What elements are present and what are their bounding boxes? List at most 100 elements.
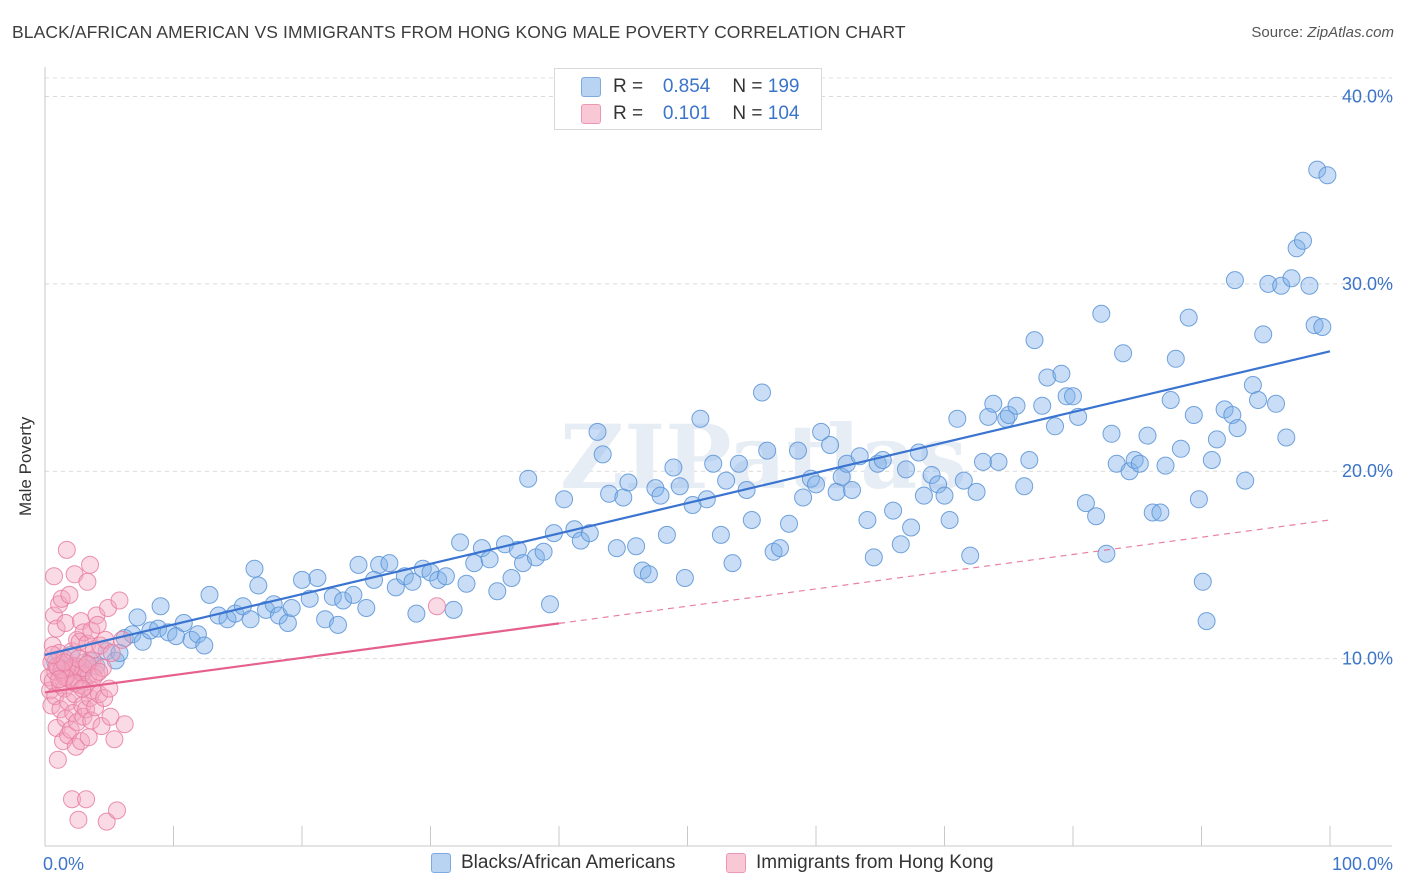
n-label: N = bbox=[732, 76, 768, 97]
point-blacks bbox=[249, 576, 268, 595]
point-blacks bbox=[151, 597, 170, 616]
point-blacks bbox=[742, 511, 761, 529]
point-blacks bbox=[858, 511, 877, 529]
point-blacks bbox=[110, 644, 129, 662]
point-blacks bbox=[914, 486, 933, 505]
point-hongkong bbox=[66, 737, 85, 756]
point-blacks bbox=[1282, 269, 1301, 288]
point-blacks bbox=[794, 488, 813, 507]
point-hongkong bbox=[78, 572, 97, 591]
point-blacks bbox=[989, 452, 1008, 471]
point-blacks bbox=[935, 486, 954, 505]
point-hongkong bbox=[427, 597, 446, 616]
point-blacks bbox=[323, 587, 342, 606]
point-blacks bbox=[541, 595, 559, 614]
x-tick-label: 0.0% bbox=[43, 854, 84, 874]
point-blacks bbox=[974, 452, 992, 471]
legend-item-hongkong[interactable]: Immigrants from Hong Kong bbox=[726, 852, 994, 874]
point-blacks bbox=[245, 559, 264, 578]
point-blacks bbox=[1287, 239, 1306, 258]
point-blacks bbox=[1120, 462, 1139, 481]
point-blacks bbox=[1249, 391, 1267, 409]
source-label: Source: bbox=[1251, 24, 1304, 41]
point-hongkong bbox=[108, 801, 126, 820]
point-blacks bbox=[1125, 451, 1144, 469]
point-hongkong bbox=[95, 689, 114, 707]
point-hongkong bbox=[81, 689, 99, 707]
point-blacks bbox=[1020, 451, 1039, 469]
point-blacks bbox=[984, 394, 1003, 413]
point-hongkong bbox=[102, 644, 121, 662]
point-blacks bbox=[780, 514, 798, 533]
point-blacks bbox=[1015, 477, 1034, 496]
trend-line-hongkong-dashed bbox=[558, 519, 1331, 624]
point-blacks bbox=[1151, 503, 1170, 522]
point-blacks bbox=[729, 454, 748, 473]
point-blacks bbox=[1025, 331, 1044, 350]
point-blacks bbox=[436, 567, 455, 586]
point-blacks bbox=[999, 406, 1018, 424]
point-blacks bbox=[502, 569, 521, 587]
point-blacks bbox=[1193, 572, 1212, 591]
point-blacks bbox=[753, 383, 771, 402]
point-blacks bbox=[457, 574, 476, 593]
point-blacks bbox=[195, 636, 214, 655]
point-blacks bbox=[329, 615, 347, 634]
point-blacks bbox=[488, 582, 507, 601]
legend-label-hongkong: Immigrants from Hong Kong bbox=[756, 852, 994, 873]
point-blacks bbox=[758, 441, 777, 460]
point-hongkong bbox=[81, 555, 99, 574]
point-blacks bbox=[897, 460, 915, 479]
point-blacks bbox=[357, 599, 376, 617]
point-hongkong bbox=[69, 810, 88, 829]
point-hongkong bbox=[115, 715, 134, 734]
point-hongkong bbox=[56, 614, 75, 632]
chart-source: Source: ZipAtlas.com bbox=[1251, 24, 1394, 41]
point-blacks bbox=[639, 565, 658, 584]
r-value-blacks: 0.854 bbox=[662, 76, 711, 97]
point-blacks bbox=[1038, 368, 1057, 387]
point-blacks bbox=[593, 445, 612, 464]
r-label: R = bbox=[613, 103, 649, 124]
point-hongkong bbox=[90, 662, 108, 681]
point-blacks bbox=[1052, 364, 1071, 383]
point-blacks bbox=[1114, 344, 1133, 363]
legend-item-blacks[interactable]: Blacks/African Americans bbox=[431, 852, 675, 874]
point-blacks bbox=[711, 525, 730, 544]
point-blacks bbox=[884, 501, 903, 520]
point-blacks bbox=[1313, 318, 1332, 336]
point-blacks bbox=[1007, 396, 1026, 415]
point-blacks bbox=[480, 550, 499, 569]
r-label: R = bbox=[613, 76, 649, 97]
point-blacks bbox=[614, 488, 633, 507]
point-blacks bbox=[789, 441, 807, 460]
y-tick-label: 10.0% bbox=[1342, 649, 1393, 669]
point-blacks bbox=[334, 591, 353, 610]
point-blacks bbox=[1294, 231, 1312, 250]
point-blacks bbox=[188, 625, 207, 644]
point-hongkong bbox=[110, 591, 129, 610]
legend-label-blacks: Blacks/African Americans bbox=[461, 852, 676, 873]
source-value: ZipAtlas.com bbox=[1307, 24, 1394, 41]
r-value-hongkong: 0.101 bbox=[662, 103, 711, 124]
point-blacks bbox=[651, 486, 670, 505]
point-blacks bbox=[1092, 304, 1111, 323]
point-blacks bbox=[1225, 271, 1244, 290]
point-blacks bbox=[1272, 276, 1291, 295]
point-hongkong bbox=[45, 567, 63, 586]
y-tick-label: 30.0% bbox=[1342, 274, 1393, 294]
point-blacks bbox=[1179, 308, 1198, 327]
legend-swatch-hongkong bbox=[581, 104, 601, 124]
legend-row-blacks: R = 0.854 N = 199 bbox=[581, 75, 799, 99]
point-blacks bbox=[293, 570, 311, 589]
point-hongkong bbox=[48, 750, 67, 769]
point-blacks bbox=[407, 604, 426, 623]
point-blacks bbox=[1184, 406, 1203, 424]
point-blacks bbox=[1243, 376, 1262, 394]
point-blacks bbox=[607, 539, 626, 558]
x-tick-label: 100.0% bbox=[1332, 854, 1393, 874]
point-blacks bbox=[1087, 507, 1106, 526]
point-hongkong bbox=[105, 730, 124, 749]
point-hongkong bbox=[60, 585, 79, 604]
point-blacks bbox=[1236, 471, 1255, 490]
